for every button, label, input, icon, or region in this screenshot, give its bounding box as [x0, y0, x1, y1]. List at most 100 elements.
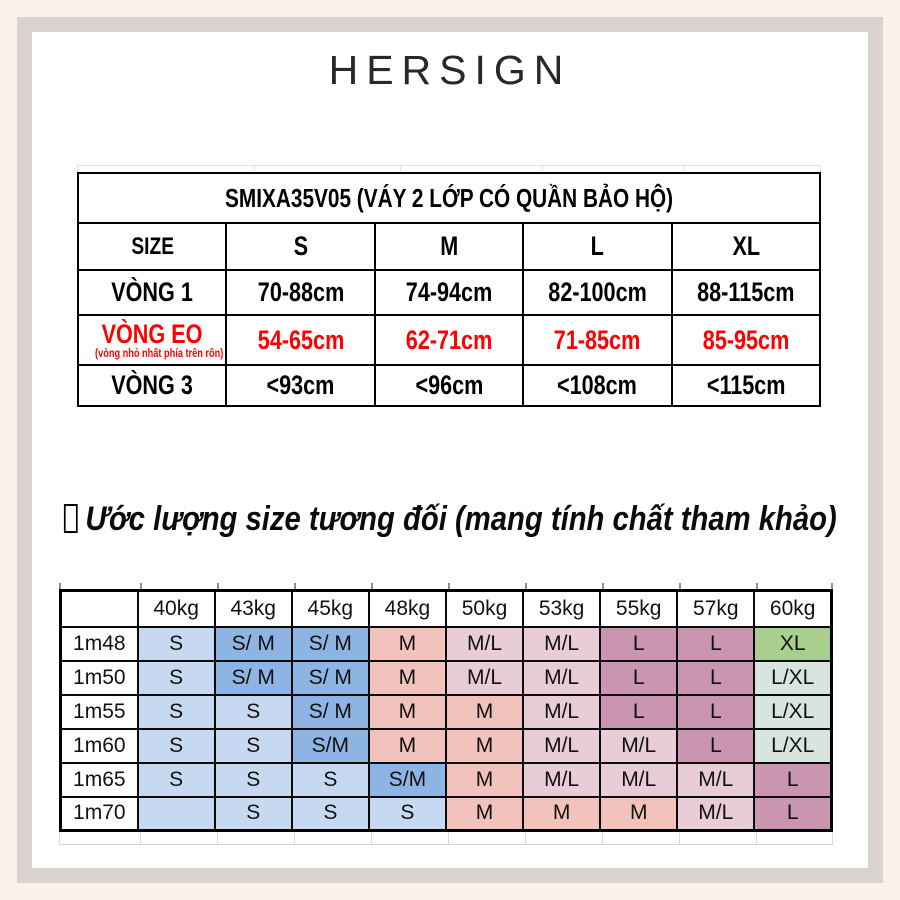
estimate-size-cell-text: M/L [621, 733, 657, 757]
size-table-header-cell: SIZE [76, 222, 228, 271]
estimate-size-cell: M [367, 659, 447, 696]
estimate-size-cell: S [213, 761, 293, 798]
estimate-size-cell: S [290, 795, 370, 832]
estimate-row: 1m50 S S/ M S/ M M M/L M/L L L L/XL [59, 659, 833, 696]
estimate-size-cell: S [136, 761, 216, 798]
estimate-size-cell: L [599, 693, 679, 730]
estimate-size-cell: M/L [599, 727, 679, 764]
estimate-size-cell-text: S [246, 801, 261, 825]
estimate-size-cell-text: L [709, 699, 722, 723]
size-table-section: SMIXA35V05 (VÁY 2 LỚP CÓ QUẦN BẢO HỘ) SIZ… [76, 165, 822, 407]
estimate-size-cell-text: M/L [698, 801, 734, 825]
size-table-header-text: XL [731, 231, 760, 261]
estimate-weight-header-text: 55kg [615, 596, 662, 620]
gridline-stub-cell [448, 583, 525, 589]
size-table-row-label-text: VÒNG EO [101, 318, 203, 349]
brand-logo: HERSIGN [328, 47, 572, 93]
size-table-row-label-text: VÒNG 1 [111, 277, 193, 308]
estimate-weight-header: 40kg [136, 589, 216, 628]
estimate-size-cell: M/L [444, 625, 525, 662]
gridline-stub-cell [525, 832, 602, 844]
estimate-size-cell-text: S/M [388, 767, 427, 791]
estimate-weight-header-text: 60kg [769, 596, 816, 620]
estimate-size-cell-text: M [398, 699, 417, 723]
estimate-weight-header-text: 48kg [384, 596, 431, 620]
estimate-size-cell-text: M/L [467, 665, 503, 689]
estimate-size-cell-text: S [169, 699, 184, 723]
size-table-value-cell: <108cm [522, 364, 673, 407]
size-table-header-text: M [439, 231, 458, 261]
estimate-size-cell: S [136, 693, 216, 730]
estimate-weight-header: 45kg [290, 589, 370, 628]
size-table-header-text: S [293, 231, 308, 261]
estimate-size-cell: S [213, 727, 293, 764]
estimate-size-cell: M/L [444, 659, 525, 696]
estimate-size-cell: S [136, 727, 216, 764]
size-table-value-text: <96cm [415, 370, 483, 400]
estimate-size-cell-text: S [169, 665, 184, 689]
estimate-size-cell-text: M/L [544, 631, 580, 655]
estimate-size-cell: S [213, 693, 293, 730]
estimate-size-cell-text: L [709, 665, 722, 689]
estimate-size-cell-text: S/ M [308, 631, 352, 655]
estimate-size-cell: L [676, 625, 756, 662]
estimate-size-cell-text: L/XL [771, 699, 815, 723]
estimate-size-cell-text: S/M [311, 733, 349, 757]
estimate-row: 1m70 S S S M M M M/L L [59, 795, 833, 832]
size-table-value-text: <108cm [557, 370, 638, 400]
size-table-value-cell: <93cm [225, 364, 376, 407]
estimate-size-cell: M/L [522, 727, 602, 764]
estimate-size-cell-text: L [786, 767, 799, 791]
estimate-height-label-text: 1m70 [73, 801, 126, 825]
excel-gridline-stub-above [59, 583, 834, 589]
estimate-size-cell-text: S [246, 733, 261, 757]
gridline-stub-cell [756, 832, 833, 844]
estimate-size-cell-text: M/L [544, 665, 580, 689]
estimate-table-section: 40kg 43kg 45kg 48kg 50kg 53kg 55kg 57kg 60kg 1m48… [59, 583, 834, 845]
size-table-value-text: 74-94cm [405, 277, 493, 307]
estimate-size-cell: M/L [676, 795, 756, 832]
size-table-row-label-text: VÒNG 3 [111, 370, 193, 401]
size-table: SMIXA35V05 (VÁY 2 LỚP CÓ QUẦN BẢO HỘ) SIZ… [76, 172, 822, 407]
estimate-size-cell: S/M [290, 727, 370, 764]
gridline-stub-cell [679, 832, 756, 844]
estimate-size-cell [136, 795, 216, 832]
estimate-size-cell-text: L [632, 631, 645, 655]
estimate-size-cell-text: S [169, 767, 184, 791]
estimate-row: 1m65 S S S S/M M M/L M/L M/L L [59, 761, 833, 798]
estimate-height-label: 1m50 [59, 659, 139, 696]
size-table-value-text: <115cm [706, 370, 786, 400]
estimate-size-cell-text: M [629, 801, 648, 825]
estimate-size-cell: L [753, 795, 833, 832]
estimate-size-cell-text: M/L [698, 767, 734, 791]
size-table-value-cell: 62-71cm [373, 314, 525, 366]
estimate-size-cell-text: L [632, 699, 645, 723]
estimate-size-cell: L [676, 659, 756, 696]
estimate-size-cell-text: M [475, 699, 494, 723]
gridline-stub-cell [756, 583, 833, 589]
gridline-stub-cell [140, 583, 217, 589]
size-table-value-cell: 70-88cm [225, 269, 376, 316]
size-table-title: SMIXA35V05 (VÁY 2 LỚP CÓ QUẦN BẢO HỘ) [77, 172, 821, 224]
size-table-row: VÒNG 3 <93cm <96cm <108cm <115cm [76, 364, 822, 407]
estimate-height-label: 1m70 [59, 795, 139, 832]
estimate-size-cell: M/L [522, 761, 602, 798]
estimate-size-cell-text: S [169, 631, 184, 655]
size-table-row-sublabel: (vòng nhỏ nhất phía trên rốn) [79, 348, 225, 361]
estimate-size-cell-text: S/ M [308, 665, 352, 689]
estimate-size-cell-text: S [246, 767, 261, 791]
estimate-size-cell: M/L [522, 625, 602, 662]
gridline-stub-cell [217, 832, 294, 844]
estimate-size-cell-text: M/L [544, 733, 580, 757]
estimate-weight-header-text: 57kg [693, 596, 739, 620]
estimate-height-label-text: 1m48 [73, 631, 126, 655]
estimate-weight-header: 43kg [213, 589, 293, 628]
gridline-stub-cell [77, 166, 254, 172]
estimate-table: 40kg 43kg 45kg 48kg 50kg 53kg 55kg 57kg 60kg 1m48… [59, 589, 833, 832]
estimate-size-cell-text: S/ M [231, 665, 275, 689]
size-table-value-text: 88-115cm [697, 277, 795, 307]
estimate-size-cell: M [599, 795, 679, 832]
size-table-value-cell: <115cm [670, 364, 822, 407]
missing-glyph-icon [63, 504, 78, 533]
